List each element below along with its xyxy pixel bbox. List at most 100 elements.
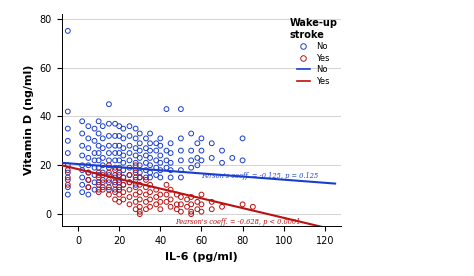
Point <box>119 183 127 187</box>
Point <box>99 136 107 140</box>
Point <box>91 166 98 170</box>
Point <box>153 195 160 199</box>
Point <box>105 185 113 189</box>
Point <box>95 144 102 148</box>
Point <box>193 207 201 211</box>
Point <box>111 190 119 194</box>
Point <box>146 190 154 194</box>
Point <box>119 175 127 180</box>
Point <box>173 192 181 197</box>
Point <box>84 146 92 150</box>
Point <box>193 141 201 145</box>
Point <box>153 166 160 170</box>
Point <box>177 175 185 180</box>
Point <box>249 205 256 209</box>
Point <box>111 134 119 138</box>
Point <box>193 156 201 160</box>
Point <box>99 124 107 128</box>
Point <box>142 136 150 140</box>
Point <box>111 173 119 177</box>
Point <box>177 136 185 140</box>
Point <box>208 200 216 204</box>
Point <box>146 148 154 153</box>
Point <box>132 170 139 175</box>
Point <box>167 205 174 209</box>
Point <box>84 124 92 128</box>
Point <box>111 121 119 126</box>
Point <box>156 168 164 172</box>
Point <box>198 158 205 163</box>
Point <box>167 168 174 172</box>
Point <box>183 197 191 202</box>
Point <box>105 134 113 138</box>
Point <box>126 173 133 177</box>
Point <box>198 136 205 140</box>
Point <box>132 161 139 165</box>
Point <box>177 148 185 153</box>
Point <box>64 29 72 33</box>
Point <box>126 166 133 170</box>
Point <box>239 136 246 140</box>
Point <box>163 158 170 163</box>
Point <box>119 153 127 158</box>
Point <box>119 126 127 131</box>
Point <box>167 175 174 180</box>
Point <box>142 146 150 150</box>
Point <box>78 190 86 194</box>
Point <box>78 163 86 168</box>
Point <box>64 126 72 131</box>
Point <box>84 136 92 140</box>
Point <box>64 183 72 187</box>
Point <box>126 180 133 185</box>
Point <box>84 170 92 175</box>
Point <box>95 158 102 163</box>
Point <box>115 144 123 148</box>
Point <box>126 134 133 138</box>
Point <box>193 200 201 204</box>
Point <box>111 187 119 192</box>
Point <box>156 192 164 197</box>
Point <box>91 139 98 143</box>
Point <box>136 131 144 136</box>
Point <box>187 148 195 153</box>
Point <box>84 178 92 182</box>
Point <box>105 166 113 170</box>
Point <box>239 158 246 163</box>
Point <box>136 163 144 168</box>
Point <box>84 185 92 189</box>
Point <box>136 175 144 180</box>
Point <box>64 178 72 182</box>
Point <box>115 170 123 175</box>
Point <box>105 178 113 182</box>
Point <box>132 178 139 182</box>
Point <box>78 183 86 187</box>
Point <box>111 166 119 170</box>
Point <box>115 134 123 138</box>
Point <box>115 166 123 170</box>
Point <box>132 200 139 204</box>
Point <box>99 178 107 182</box>
Point <box>156 161 164 165</box>
Point <box>99 185 107 189</box>
Point <box>105 163 113 168</box>
Point <box>187 131 195 136</box>
Point <box>105 121 113 126</box>
Point <box>84 185 92 189</box>
Point <box>99 170 107 175</box>
Point <box>84 170 92 175</box>
Point <box>187 158 195 163</box>
Point <box>126 180 133 185</box>
Point <box>84 192 92 197</box>
Point <box>126 173 133 177</box>
Point <box>173 202 181 206</box>
Point <box>115 173 123 177</box>
Point <box>167 151 174 155</box>
Point <box>146 131 154 136</box>
Point <box>64 192 72 197</box>
Point <box>132 136 139 140</box>
Point <box>78 131 86 136</box>
Point <box>105 144 113 148</box>
Point <box>156 136 164 140</box>
Point <box>64 170 72 175</box>
Point <box>163 183 170 187</box>
